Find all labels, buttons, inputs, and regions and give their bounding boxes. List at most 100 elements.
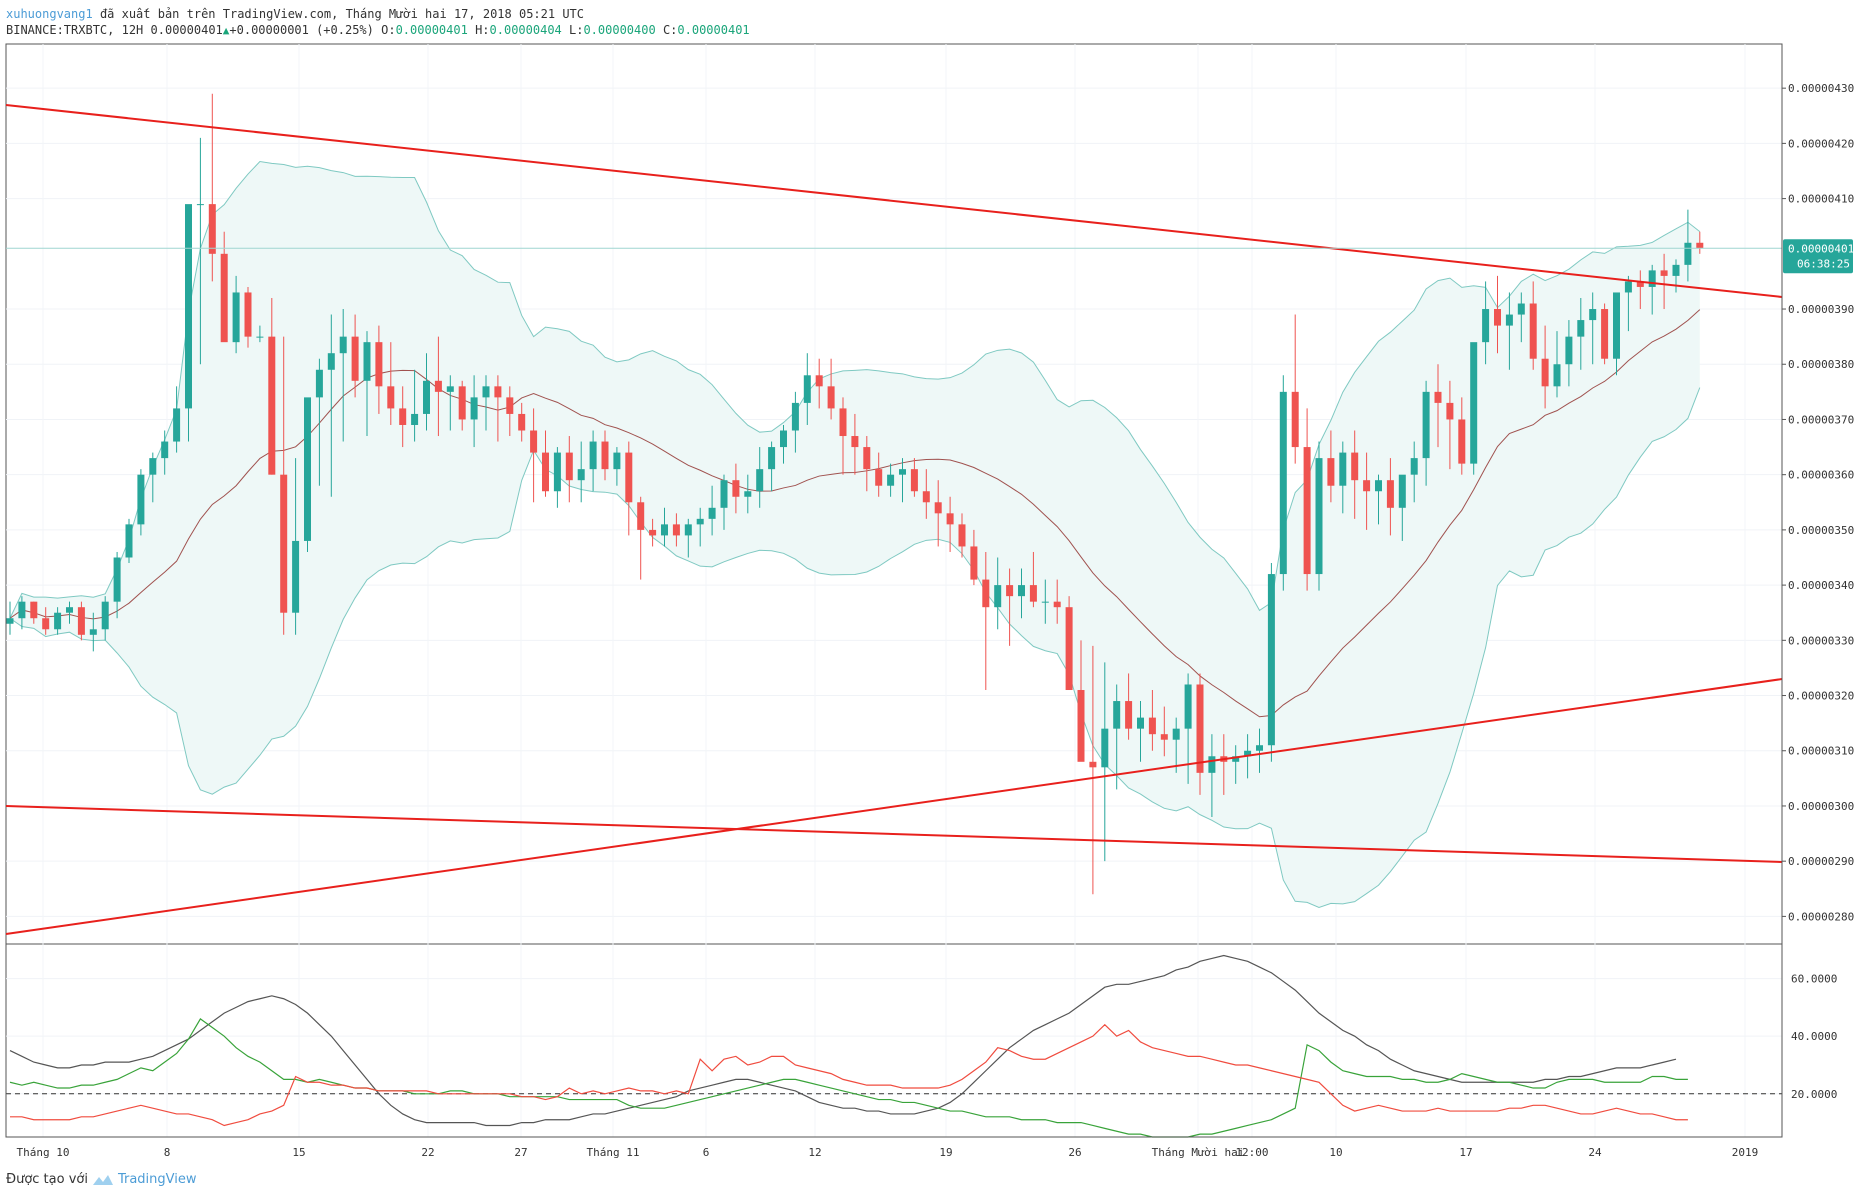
time-tick-label: 10 — [1329, 1146, 1342, 1159]
candle-body — [1006, 585, 1014, 597]
price-tick-label: 0.00000410 — [1788, 193, 1854, 206]
candle-body — [1696, 242, 1704, 249]
candle-body — [315, 369, 323, 398]
trendline — [5, 678, 1783, 935]
candle-body — [934, 502, 942, 514]
candle-body — [1422, 391, 1430, 459]
price-tick-label: 0.00000380 — [1788, 358, 1854, 371]
candle-body — [1160, 734, 1168, 740]
candle-body — [423, 380, 430, 414]
countdown-label: 06:38:25 — [1797, 257, 1850, 270]
time-tick-label: 26 — [1068, 1146, 1081, 1159]
candle-body — [637, 502, 645, 530]
candle-body — [910, 469, 918, 492]
time-tick-label: 2019 — [1732, 1146, 1759, 1159]
close-value: 0.00000401 — [677, 23, 750, 37]
candle-body — [982, 579, 990, 608]
indicator-tick-label: 60.0000 — [1791, 973, 1837, 986]
candle-body — [577, 469, 585, 481]
candle-body — [434, 380, 442, 392]
candle-body — [684, 524, 692, 536]
author-link[interactable]: xuhuongvang1 — [6, 7, 93, 21]
candle-body — [1101, 728, 1109, 768]
candle-body — [446, 386, 454, 392]
candle-body — [827, 386, 835, 409]
price-tick-label: 0.00000360 — [1788, 469, 1854, 482]
candle-body — [1279, 391, 1287, 575]
candle-body — [1363, 480, 1371, 492]
candle-body — [339, 336, 347, 354]
price-tick-label: 0.00000350 — [1788, 524, 1854, 537]
candle-body — [1410, 458, 1418, 475]
candle-body — [887, 474, 895, 486]
candle-body — [744, 491, 752, 497]
candle-body — [327, 353, 335, 370]
price-tick-label: 0.00000340 — [1788, 579, 1854, 592]
candle-body — [125, 524, 133, 558]
candle-body — [1386, 480, 1394, 508]
candle-body — [1458, 419, 1466, 464]
made-with-text: Được tạo với — [6, 1172, 88, 1187]
candle-body — [1624, 281, 1632, 293]
candle-body — [518, 413, 526, 431]
candle-body — [77, 607, 85, 635]
bollinger-fill — [10, 161, 1700, 908]
high-value: 0.00000404 — [489, 23, 562, 37]
candle-body — [1077, 690, 1085, 762]
published-text: đã xuất bản trên TradingView.com, Tháng … — [99, 7, 584, 21]
time-tick-label: Tháng 10 — [17, 1146, 70, 1159]
candle-body — [1446, 402, 1454, 420]
price-tick-label: 0.00000330 — [1788, 634, 1854, 647]
candle-body — [1018, 585, 1025, 597]
candle-body — [1434, 391, 1442, 403]
candle-body — [899, 469, 906, 475]
candle-body — [1672, 264, 1680, 276]
candle-body — [137, 474, 145, 525]
price-tick-label: 0.00000290 — [1788, 855, 1854, 868]
candle-body — [756, 469, 764, 492]
price-tick-label: 0.00000300 — [1788, 800, 1854, 813]
time-tick-label: 17 — [1459, 1146, 1472, 1159]
candle-body — [1041, 601, 1049, 603]
last-price: 0.00000401 — [150, 23, 223, 37]
candle-body — [672, 524, 680, 536]
candle-body — [268, 336, 276, 475]
candle-body — [1660, 270, 1668, 276]
candle-body — [1351, 452, 1359, 481]
candle-body — [1517, 303, 1525, 315]
publish-line: xuhuongvang1 đã xuất bản trên TradingVie… — [6, 6, 750, 22]
candle-body — [1601, 309, 1609, 359]
candle-body — [411, 413, 419, 425]
candle-body — [839, 408, 847, 437]
candle-body — [720, 480, 728, 508]
indicator-tick-label: 20.0000 — [1791, 1088, 1837, 1101]
candle-body — [1315, 458, 1323, 575]
candle-body — [506, 397, 514, 414]
candle-body — [1029, 585, 1037, 602]
time-tick-label: 24 — [1588, 1146, 1602, 1159]
candle-body — [89, 629, 97, 635]
candle-body — [1553, 364, 1561, 387]
candle-body — [1137, 717, 1144, 729]
candle-body — [1541, 358, 1549, 387]
candle-body — [1267, 574, 1275, 746]
candle-body — [161, 441, 169, 459]
candle-body — [970, 546, 978, 580]
candle-body — [1375, 480, 1382, 492]
indicator-tick-label: 40.0000 — [1791, 1030, 1837, 1043]
open-value: 0.00000401 — [395, 23, 468, 37]
candle-body — [601, 441, 609, 470]
tradingview-brand[interactable]: TradingView — [117, 1172, 197, 1187]
candle-body — [1339, 452, 1347, 486]
time-tick-label: Tháng Mười hai — [1152, 1146, 1245, 1159]
candle-body — [363, 342, 371, 381]
candle-body — [1065, 607, 1073, 691]
time-tick-label: 12:00 — [1235, 1146, 1268, 1159]
candle-body — [220, 253, 228, 343]
chart-header: xuhuongvang1 đã xuất bản trên TradingVie… — [6, 6, 750, 39]
candle-body — [1577, 320, 1585, 337]
footer: Được tạo với TradingView — [6, 1172, 197, 1187]
candle-body — [18, 601, 26, 619]
candle-body — [173, 408, 181, 442]
